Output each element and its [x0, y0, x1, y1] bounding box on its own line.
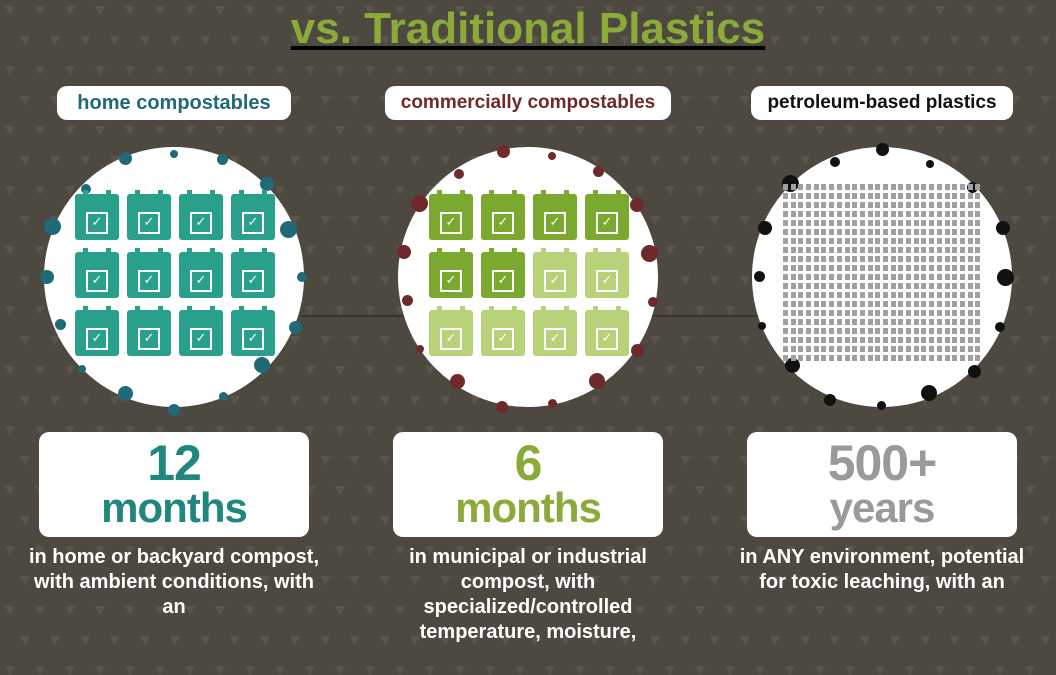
orbit-dot	[548, 399, 557, 408]
calendar-icon	[533, 194, 577, 240]
page-title: vs. Traditional Plastics	[0, 0, 1056, 54]
duration-value: 500+	[757, 440, 1007, 488]
calendar-icon	[429, 310, 473, 356]
orbit-dot	[289, 321, 302, 334]
calendar-icon	[75, 310, 119, 356]
orbit-dot	[648, 297, 658, 307]
calendar-icon	[429, 252, 473, 298]
columns-row: home compostables12monthsin home or back…	[0, 86, 1056, 645]
orbit-dot	[397, 245, 411, 259]
orbit-dot	[589, 373, 605, 389]
circle-graphic	[29, 132, 319, 422]
calendar-icon	[481, 252, 525, 298]
calendar-icon	[75, 252, 119, 298]
calendar-icon	[127, 252, 171, 298]
orbit-dot	[921, 385, 937, 401]
calendar-icon	[127, 310, 171, 356]
calendar-grid	[75, 194, 275, 360]
orbit-dot	[55, 319, 66, 330]
calendar-icon	[585, 252, 629, 298]
orbit-dot	[631, 344, 644, 357]
duration-box: 6months	[393, 432, 663, 537]
duration-box: 500+years	[747, 432, 1017, 537]
circle-graphic	[383, 132, 673, 422]
orbit-dot	[641, 245, 658, 262]
calendar-icon	[429, 194, 473, 240]
orbit-dot	[996, 221, 1010, 235]
calendar-icon	[533, 252, 577, 298]
calendar-icon	[75, 194, 119, 240]
calendar-icon	[585, 310, 629, 356]
orbit-dot	[877, 401, 886, 410]
calendar-icon	[179, 310, 223, 356]
orbit-dot	[78, 365, 86, 373]
orbit-dot	[170, 150, 178, 158]
duration-unit: years	[757, 488, 1007, 528]
calendar-icon	[231, 310, 275, 356]
orbit-dot	[997, 269, 1014, 286]
column-petroleum: petroleum-based plastics 500+years in ANY …	[732, 86, 1032, 645]
dense-grid	[783, 184, 983, 364]
orbit-dot	[968, 365, 981, 378]
column-home: home compostables 12months in home or back…	[24, 86, 324, 645]
orbit-dot	[758, 322, 766, 330]
orbit-dot	[40, 270, 54, 284]
description-text: in municipal or industrial compost, with…	[378, 545, 678, 645]
calendar-grid	[429, 194, 629, 360]
duration-unit: months	[49, 488, 299, 528]
orbit-dot	[758, 221, 772, 235]
calendar-icon	[127, 194, 171, 240]
orbit-dot	[876, 143, 889, 156]
duration-value: 6	[403, 440, 653, 488]
orbit-dot	[754, 271, 765, 282]
orbit-dot	[402, 295, 413, 306]
duration-unit: months	[403, 488, 653, 528]
orbit-dot	[416, 345, 424, 353]
duration-box: 12months	[39, 432, 309, 537]
orbit-dot	[119, 152, 132, 165]
orbit-dot	[496, 401, 508, 413]
orbit-dot	[219, 392, 228, 401]
column-commercial: commercially compostables6monthsin munic…	[378, 86, 678, 645]
orbit-dot	[497, 145, 510, 158]
calendar-icon	[481, 310, 525, 356]
description-text: in home or backyard compost, with ambien…	[24, 545, 324, 620]
calendar-icon	[585, 194, 629, 240]
category-label: home compostables	[57, 86, 290, 120]
orbit-dot	[995, 322, 1005, 332]
orbit-dot	[926, 160, 934, 168]
calendar-icon	[231, 252, 275, 298]
duration-value: 12	[49, 440, 299, 488]
orbit-dot	[824, 394, 836, 406]
calendar-icon	[179, 194, 223, 240]
calendar-icon	[231, 194, 275, 240]
orbit-dot	[630, 198, 644, 212]
description-text: in ANY environment, potential for toxic …	[732, 545, 1032, 595]
orbit-dot	[297, 272, 307, 282]
orbit-dot	[280, 221, 297, 238]
calendar-icon	[533, 310, 577, 356]
category-label: commercially compostables	[385, 86, 672, 120]
orbit-dot	[168, 404, 180, 416]
circle-graphic	[737, 132, 1027, 422]
calendar-icon	[179, 252, 223, 298]
category-label: petroleum-based plastics	[751, 86, 1012, 120]
calendar-icon	[481, 194, 525, 240]
